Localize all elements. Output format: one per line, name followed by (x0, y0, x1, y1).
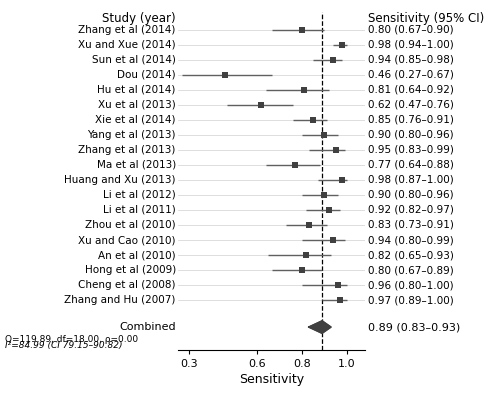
Text: Xu and Cao (2010): Xu and Cao (2010) (78, 235, 176, 245)
Text: 0.46 (0.27–0.67): 0.46 (0.27–0.67) (368, 70, 454, 80)
Text: Sensitivity (95% CI): Sensitivity (95% CI) (368, 12, 484, 25)
Text: 0.80 (0.67–0.89): 0.80 (0.67–0.89) (368, 265, 454, 275)
Text: 0.98 (0.94–1.00): 0.98 (0.94–1.00) (368, 40, 454, 50)
Text: Xu and Xue (2014): Xu and Xue (2014) (78, 40, 176, 50)
Text: 0.98 (0.87–1.00): 0.98 (0.87–1.00) (368, 175, 454, 185)
Text: 0.94 (0.80–0.99): 0.94 (0.80–0.99) (368, 235, 454, 245)
Text: Combined: Combined (119, 322, 176, 332)
Text: Q=119.89, df=18.00, ρ=0.00: Q=119.89, df=18.00, ρ=0.00 (5, 335, 138, 344)
Text: 0.62 (0.47–0.76): 0.62 (0.47–0.76) (368, 100, 454, 110)
Text: 0.92 (0.82–0.97): 0.92 (0.82–0.97) (368, 205, 454, 215)
Text: Zhang and Hu (2007): Zhang and Hu (2007) (64, 295, 176, 305)
Text: 0.83 (0.73–0.91): 0.83 (0.73–0.91) (368, 220, 454, 230)
Text: Zhou et al (2010): Zhou et al (2010) (85, 220, 176, 230)
Text: 0.96 (0.80–1.00): 0.96 (0.80–1.00) (368, 280, 454, 290)
Text: Hu et al (2014): Hu et al (2014) (98, 85, 176, 95)
Text: 0.81 (0.64–0.92): 0.81 (0.64–0.92) (368, 85, 454, 95)
Text: 0.82 (0.65–0.93): 0.82 (0.65–0.93) (368, 250, 454, 260)
Text: 0.89 (0.83–0.93): 0.89 (0.83–0.93) (368, 322, 460, 332)
Text: Xie et al (2014): Xie et al (2014) (96, 115, 176, 125)
Text: 0.90 (0.80–0.96): 0.90 (0.80–0.96) (368, 130, 454, 140)
Text: 0.77 (0.64–0.88): 0.77 (0.64–0.88) (368, 160, 454, 170)
Text: Dou (2014): Dou (2014) (117, 70, 176, 80)
Text: Yang et al (2013): Yang et al (2013) (88, 130, 176, 140)
Text: 0.85 (0.76–0.91): 0.85 (0.76–0.91) (368, 115, 454, 125)
Text: Study (year): Study (year) (102, 12, 176, 25)
Text: 0.90 (0.80–0.96): 0.90 (0.80–0.96) (368, 190, 454, 200)
Text: Sun et al (2014): Sun et al (2014) (92, 55, 176, 65)
Polygon shape (308, 321, 331, 333)
Text: Li et al (2011): Li et al (2011) (103, 205, 176, 215)
Text: 0.94 (0.85–0.98): 0.94 (0.85–0.98) (368, 55, 454, 65)
Text: Zhang et al (2013): Zhang et al (2013) (78, 145, 176, 155)
Text: Li et al (2012): Li et al (2012) (103, 190, 176, 200)
Text: Zhang et al (2014): Zhang et al (2014) (78, 25, 176, 35)
Text: 0.97 (0.89–1.00): 0.97 (0.89–1.00) (368, 295, 454, 305)
Text: I²=84.99 (CI 79.15–90.82): I²=84.99 (CI 79.15–90.82) (5, 341, 122, 350)
Text: Ma et al (2013): Ma et al (2013) (96, 160, 176, 170)
X-axis label: Sensitivity: Sensitivity (238, 373, 304, 386)
Text: Hong et al (2009): Hong et al (2009) (84, 265, 176, 275)
Text: Xu et al (2013): Xu et al (2013) (98, 100, 176, 110)
Text: Cheng et al (2008): Cheng et al (2008) (78, 280, 176, 290)
Text: An et al (2010): An et al (2010) (98, 250, 176, 260)
Text: 0.80 (0.67–0.90): 0.80 (0.67–0.90) (368, 25, 454, 35)
Text: Huang and Xu (2013): Huang and Xu (2013) (64, 175, 176, 185)
Text: 0.95 (0.83–0.99): 0.95 (0.83–0.99) (368, 145, 454, 155)
